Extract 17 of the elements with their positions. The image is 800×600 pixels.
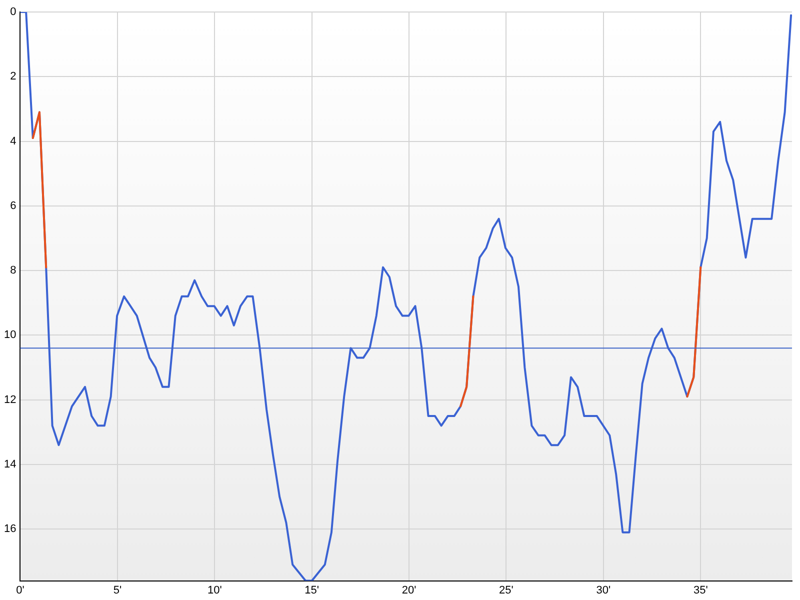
y-tick-label: 14 xyxy=(4,458,16,470)
x-tick-label: 5' xyxy=(113,584,122,596)
y-tick-label: 16 xyxy=(4,523,16,536)
x-tick-label: 0' xyxy=(16,584,24,596)
y-tick-label: 10 xyxy=(4,329,16,342)
x-tick-label: 10' xyxy=(207,584,222,596)
x-tick-label: 25' xyxy=(499,584,514,596)
x-tick-label: 30' xyxy=(596,584,611,596)
x-tick-label: 15' xyxy=(304,584,320,596)
y-tick-label: 8 xyxy=(10,264,16,277)
y-tick-label: 12 xyxy=(4,394,16,406)
y-tick-label: 6 xyxy=(10,200,16,212)
y-tick-label: 2 xyxy=(10,70,16,83)
x-tick-label: 35' xyxy=(693,584,708,596)
x-tick-label: 20' xyxy=(402,584,416,596)
y-tick-label: 0 xyxy=(10,6,16,18)
y-tick-label: 4 xyxy=(10,135,16,148)
